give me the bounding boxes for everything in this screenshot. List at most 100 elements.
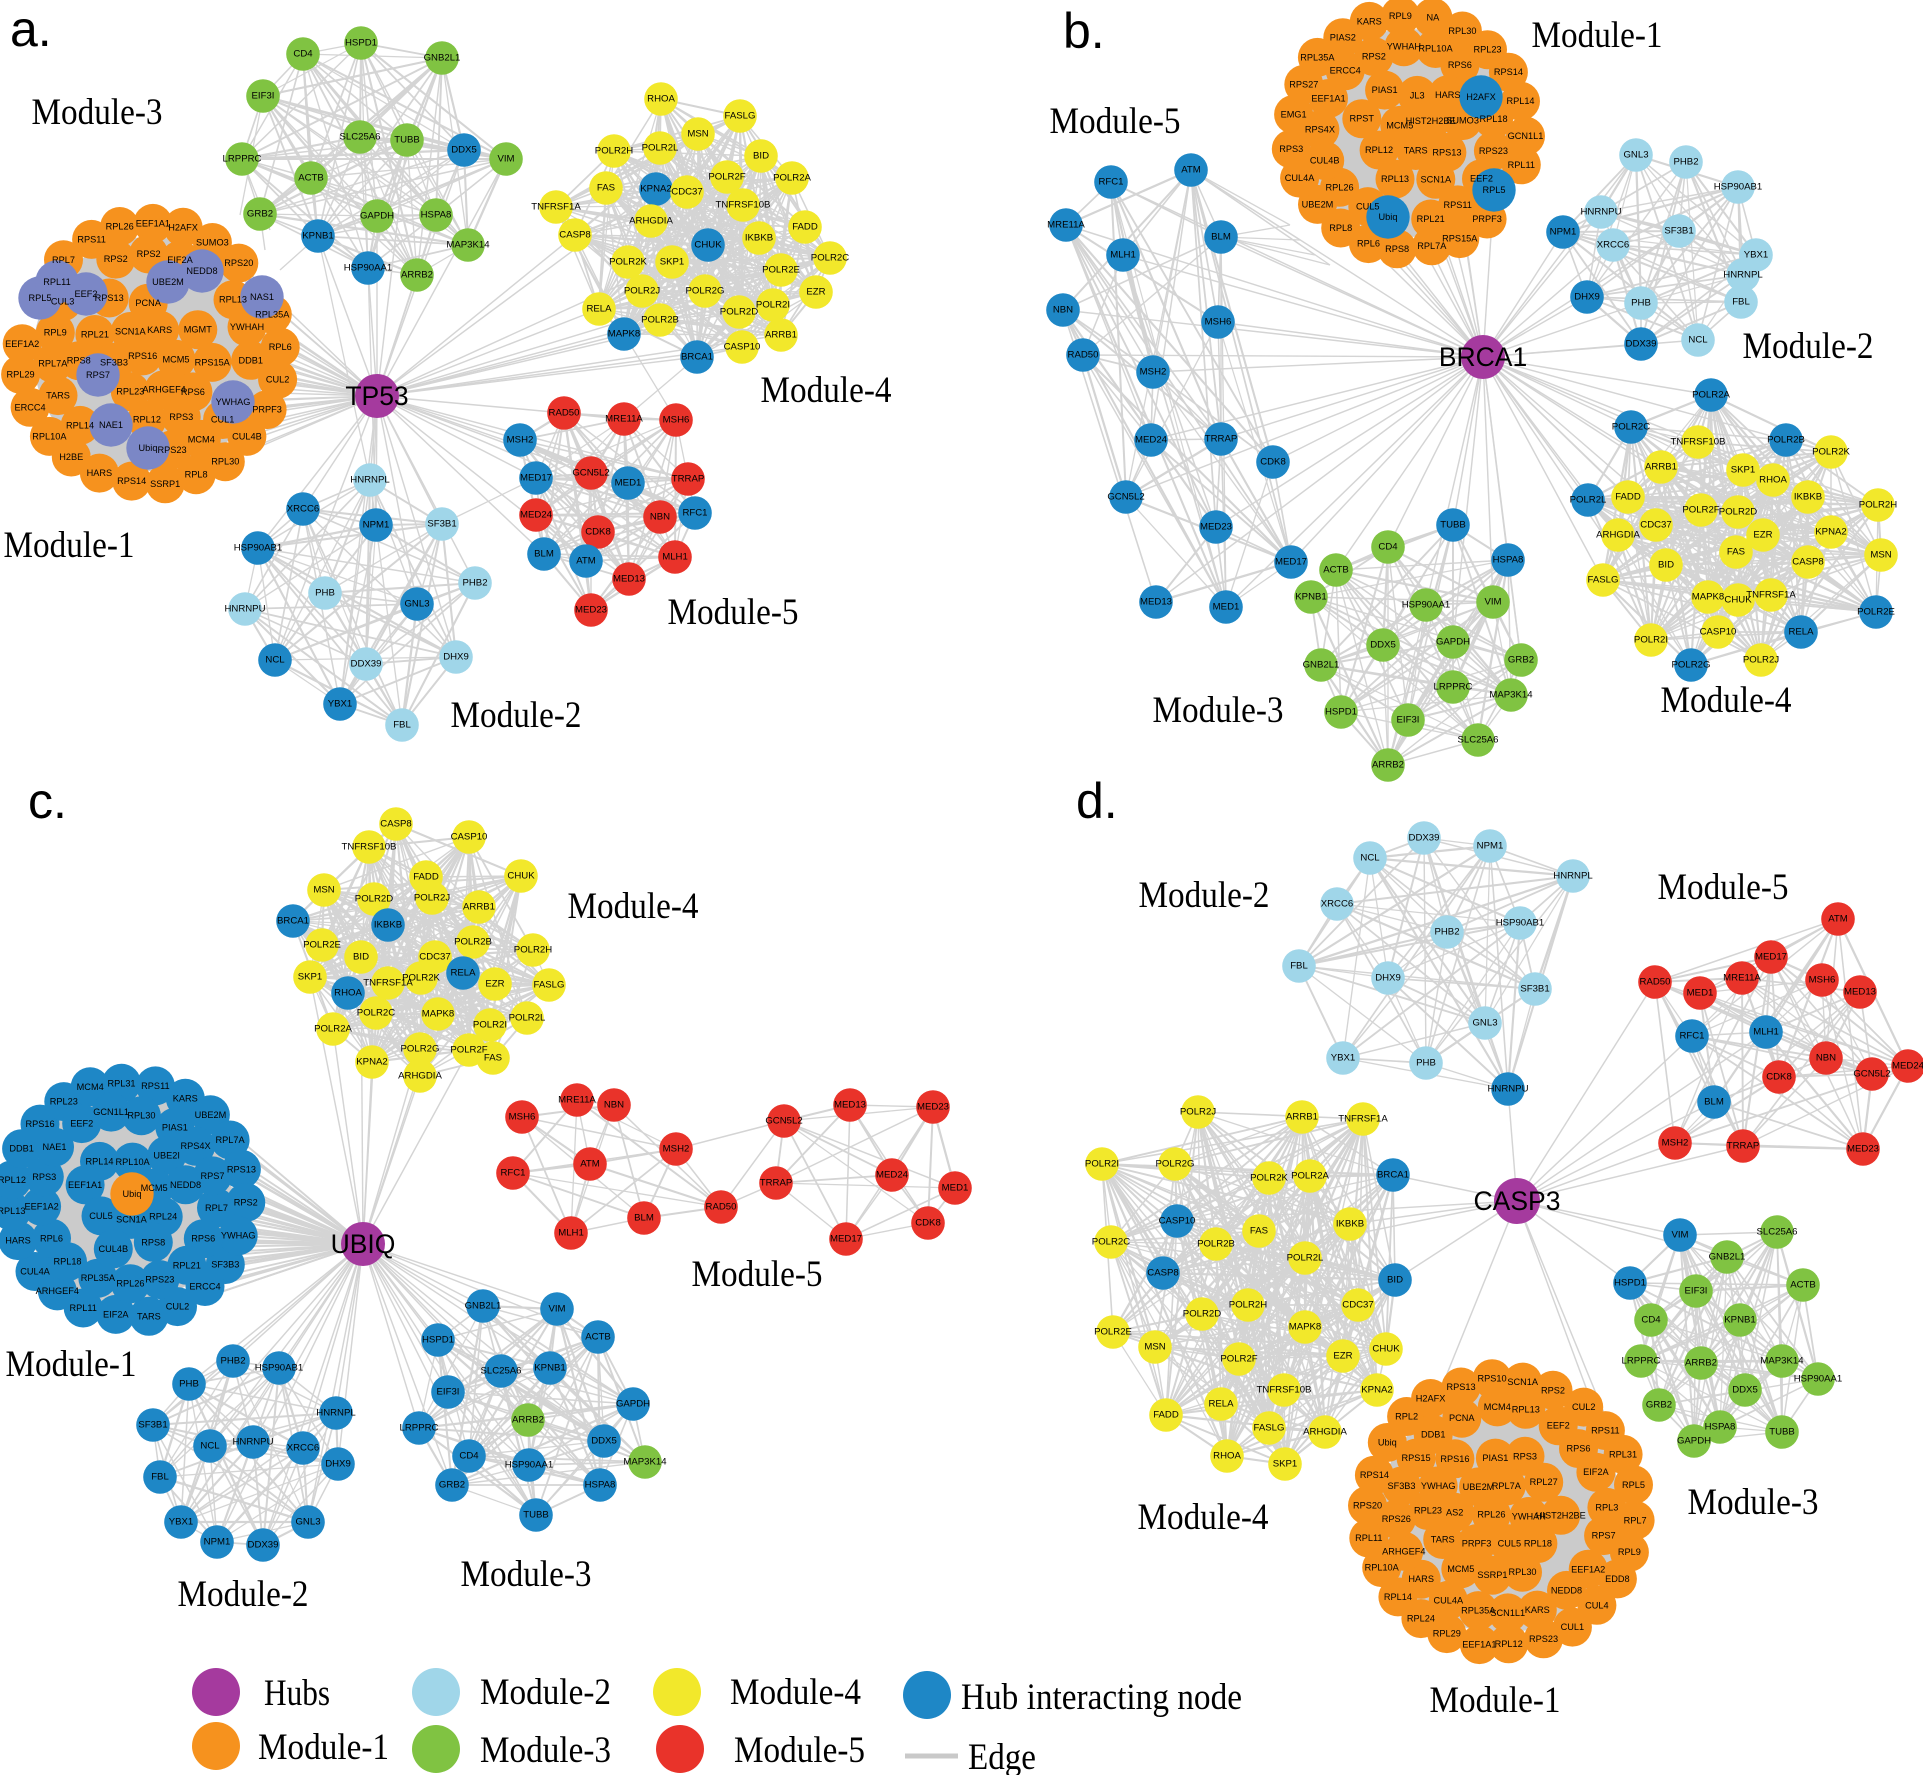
svg-text:RPL23: RPL23 — [1473, 45, 1501, 55]
svg-text:CUL4: CUL4 — [1585, 1600, 1609, 1610]
svg-text:RPL26: RPL26 — [1326, 182, 1354, 192]
svg-text:CD4: CD4 — [293, 49, 313, 60]
svg-text:DDX5: DDX5 — [591, 1436, 617, 1447]
svg-text:RPL6: RPL6 — [1357, 239, 1380, 249]
svg-text:MED24: MED24 — [876, 1170, 909, 1181]
svg-text:RPL29: RPL29 — [7, 369, 35, 379]
svg-text:CHUK: CHUK — [1724, 595, 1752, 606]
svg-text:RAD50: RAD50 — [706, 1202, 737, 1213]
svg-text:MSN: MSN — [1870, 550, 1891, 561]
svg-text:RPL26: RPL26 — [106, 222, 134, 232]
svg-text:RPL23: RPL23 — [50, 1097, 78, 1107]
svg-text:LRPPRC: LRPPRC — [1434, 682, 1473, 693]
svg-text:NPM1: NPM1 — [1550, 227, 1577, 238]
svg-text:ATM: ATM — [580, 1159, 600, 1170]
svg-text:RFC1: RFC1 — [1098, 177, 1123, 188]
svg-text:SLC25A6: SLC25A6 — [480, 1366, 521, 1377]
svg-text:RPST: RPST — [1350, 114, 1375, 124]
svg-text:POLR2L: POLR2L — [1570, 495, 1607, 506]
svg-text:RHOA: RHOA — [1213, 1451, 1241, 1462]
svg-text:Ubiq: Ubiq — [123, 1189, 142, 1199]
svg-text:GAPDH: GAPDH — [1677, 1436, 1711, 1447]
svg-text:a.: a. — [10, 1, 52, 57]
svg-text:BID: BID — [753, 151, 769, 162]
svg-text:POLR2B: POLR2B — [1197, 1239, 1235, 1250]
svg-text:ACTB: ACTB — [1323, 565, 1349, 576]
svg-text:RPL13: RPL13 — [219, 295, 247, 305]
svg-text:RPL10A: RPL10A — [1365, 1563, 1400, 1573]
svg-text:EZR: EZR — [1753, 530, 1772, 541]
svg-text:RPS2: RPS2 — [137, 249, 161, 259]
svg-text:EEF1A1: EEF1A1 — [136, 218, 170, 228]
svg-text:RPS11: RPS11 — [1591, 1426, 1619, 1436]
svg-text:RPL35A: RPL35A — [1461, 1606, 1496, 1616]
svg-text:CD4: CD4 — [459, 1451, 479, 1462]
svg-text:Module-5: Module-5 — [1050, 101, 1181, 142]
svg-text:Module-3: Module-3 — [1153, 690, 1284, 731]
svg-text:RHOA: RHOA — [647, 94, 675, 105]
svg-text:MCM5: MCM5 — [1447, 1564, 1474, 1574]
svg-text:RPL26: RPL26 — [116, 1279, 144, 1289]
svg-text:HSP90AA1: HSP90AA1 — [344, 263, 393, 274]
svg-text:RELA: RELA — [586, 304, 612, 315]
svg-text:POLR2D: POLR2D — [355, 894, 393, 905]
svg-text:SKP1: SKP1 — [1273, 1459, 1298, 1470]
svg-text:RPS6: RPS6 — [181, 387, 205, 397]
svg-text:RPL12: RPL12 — [1365, 145, 1393, 155]
svg-text:IKBKB: IKBKB — [1336, 1219, 1364, 1230]
svg-text:CASP10: CASP10 — [451, 832, 488, 843]
svg-text:POLR2E: POLR2E — [1857, 607, 1895, 618]
svg-text:EEF1A1: EEF1A1 — [1311, 94, 1345, 104]
svg-text:SSRP1: SSRP1 — [150, 479, 180, 489]
svg-text:POLR2E: POLR2E — [1094, 1327, 1132, 1338]
svg-text:YBX1: YBX1 — [1744, 250, 1769, 261]
svg-text:RPL29: RPL29 — [1433, 1629, 1461, 1639]
svg-text:TNFRSF10B: TNFRSF10B — [1671, 437, 1726, 448]
svg-text:Module-4: Module-4 — [1661, 680, 1792, 721]
svg-text:ARHGEF4: ARHGEF4 — [36, 1286, 79, 1296]
svg-text:Module-1: Module-1 — [4, 525, 135, 566]
svg-text:CHUK: CHUK — [694, 240, 722, 251]
svg-text:POLR2A: POLR2A — [773, 173, 811, 184]
svg-text:RPL6: RPL6 — [269, 342, 292, 352]
svg-text:YWHAG: YWHAG — [1421, 1481, 1456, 1491]
svg-text:HSPA8: HSPA8 — [1705, 1422, 1736, 1433]
svg-text:FADD: FADD — [792, 222, 818, 233]
svg-text:MCM5: MCM5 — [162, 354, 189, 364]
svg-text:MED23: MED23 — [575, 605, 607, 616]
svg-text:b.: b. — [1063, 3, 1105, 59]
svg-text:PCNA: PCNA — [1449, 1413, 1475, 1423]
svg-text:KPNA2: KPNA2 — [640, 184, 671, 195]
svg-text:HIST2H2BE: HIST2H2BE — [1406, 116, 1456, 126]
svg-text:EEF2: EEF2 — [75, 289, 98, 299]
svg-text:UBIQ: UBIQ — [331, 1229, 396, 1259]
svg-text:EEF1A2: EEF1A2 — [1571, 1564, 1605, 1574]
svg-text:CASP8: CASP8 — [1147, 1268, 1178, 1279]
svg-text:RPL24: RPL24 — [1407, 1614, 1435, 1624]
svg-text:SKP1: SKP1 — [660, 257, 685, 268]
svg-text:RPS16: RPS16 — [25, 1119, 54, 1129]
svg-text:CDK8: CDK8 — [915, 1218, 941, 1229]
svg-text:MSH2: MSH2 — [1140, 367, 1167, 378]
svg-text:RPS11: RPS11 — [1443, 200, 1471, 210]
svg-text:HSPD1: HSPD1 — [422, 1335, 454, 1346]
svg-text:HNRNPL: HNRNPL — [1553, 871, 1593, 882]
svg-text:CUL1: CUL1 — [1561, 1622, 1585, 1632]
svg-text:FAS: FAS — [1250, 1226, 1268, 1237]
svg-text:RHOA: RHOA — [1759, 475, 1787, 486]
svg-text:BLM: BLM — [1211, 232, 1231, 243]
svg-text:Module-2: Module-2 — [451, 695, 582, 736]
svg-text:c.: c. — [28, 773, 67, 829]
svg-text:DDX39: DDX39 — [351, 659, 382, 670]
svg-text:RPS3: RPS3 — [169, 412, 193, 422]
svg-text:HNRNPU: HNRNPU — [224, 604, 265, 615]
svg-text:BLM: BLM — [534, 549, 554, 560]
svg-text:BLM: BLM — [1704, 1097, 1724, 1108]
svg-text:YBX1: YBX1 — [169, 1517, 194, 1528]
svg-text:SF3B3: SF3B3 — [100, 357, 128, 367]
svg-text:RPL7A: RPL7A — [1492, 1481, 1522, 1491]
svg-text:RPS11: RPS11 — [141, 1081, 169, 1091]
svg-text:EDD8: EDD8 — [1605, 1574, 1630, 1584]
svg-text:POLR2C: POLR2C — [1612, 422, 1650, 433]
svg-text:HNRNPU: HNRNPU — [1580, 207, 1621, 218]
